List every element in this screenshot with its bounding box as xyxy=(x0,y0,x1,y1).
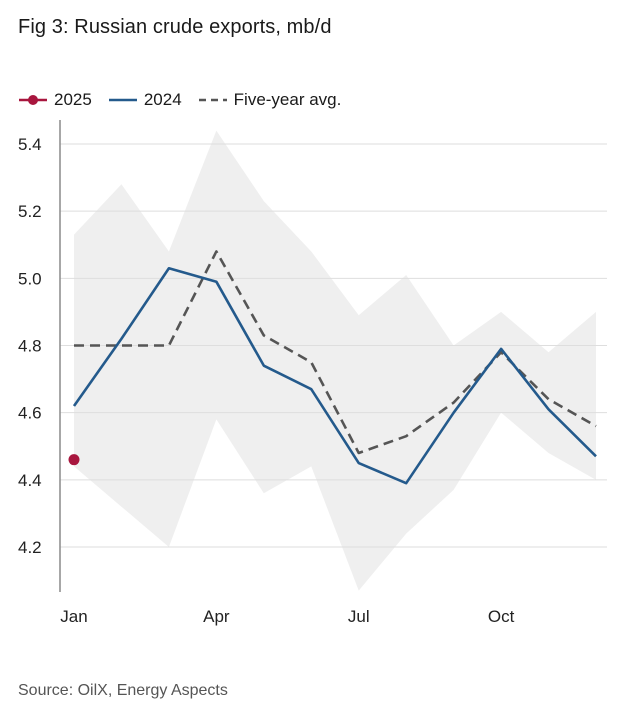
y-tick-label: 5.0 xyxy=(18,269,42,288)
legend-item-2025: 2025 xyxy=(18,90,92,110)
legend-line-2024 xyxy=(108,98,137,102)
legend-label-five-year-avg: Five-year avg. xyxy=(233,90,342,109)
source-note: Source: OilX, Energy Aspects xyxy=(18,682,228,699)
chart-title: Fig 3: Russian crude exports, mb/d xyxy=(18,16,332,38)
x-tick-label: Jan xyxy=(60,607,87,626)
x-tick-label: Oct xyxy=(488,607,515,626)
data-point-2025 xyxy=(68,454,80,466)
legend-label-2024: 2024 xyxy=(143,90,182,109)
y-tick-label: 4.4 xyxy=(18,471,42,490)
legend-line-five-year-avg xyxy=(198,98,227,102)
legend-item-2024: 2024 xyxy=(108,90,182,110)
y-tick-label: 5.4 xyxy=(18,135,42,154)
legend-item-five-year-avg: Five-year avg. xyxy=(198,90,342,110)
y-tick-label: 4.8 xyxy=(18,337,42,356)
y-tick-label: 4.6 xyxy=(18,404,42,423)
x-tick-label: Apr xyxy=(203,607,230,626)
y-tick-label: 4.2 xyxy=(18,538,42,557)
legend-label-2025: 2025 xyxy=(54,90,92,109)
series-line-five-year-avg xyxy=(74,250,597,455)
y-tick-label: 5.2 xyxy=(18,202,42,221)
series-line-2024 xyxy=(72,266,597,485)
x-tick-label: Jul xyxy=(348,607,370,626)
range-band xyxy=(74,130,596,591)
legend-marker-2025 xyxy=(19,95,47,105)
chart-legend: 2025 2024 Five-year avg. xyxy=(18,90,341,110)
